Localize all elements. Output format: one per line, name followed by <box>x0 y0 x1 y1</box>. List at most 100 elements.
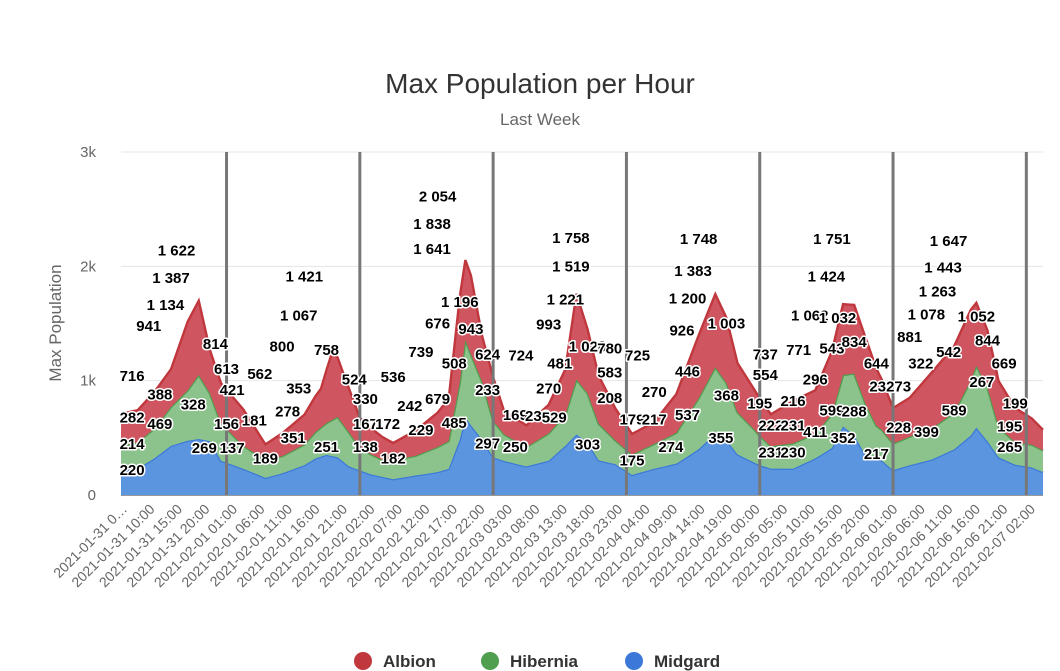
data-label-midgard: 175 <box>619 453 644 470</box>
data-label-albion: 834 <box>842 334 868 351</box>
data-label-hibernia: 239 <box>525 408 550 425</box>
data-label-albion: 669 <box>992 356 1017 373</box>
y-axis-label: Max Population <box>46 264 65 381</box>
data-label-hibernia: 679 <box>425 391 450 408</box>
data-label-midgard: 217 <box>864 446 889 463</box>
data-label-hibernia: 508 <box>442 356 467 373</box>
data-label-albion: 1 263 <box>919 283 957 300</box>
data-label-albion: 1 838 <box>413 216 451 233</box>
legend-marker-midgard <box>625 652 643 670</box>
day-dividers <box>225 152 1028 495</box>
data-label-midgard: 529 <box>542 409 567 426</box>
data-label-albion: 1 443 <box>924 259 962 276</box>
data-label-hibernia: 216 <box>781 393 806 410</box>
legend: Albion Hibernia Midgard <box>354 652 720 671</box>
data-label-hibernia: 233 <box>869 378 894 395</box>
y-tick-label: 3k <box>80 144 96 161</box>
data-label-hibernia: 217 <box>642 412 667 429</box>
data-label-albion: 1 758 <box>552 230 590 247</box>
data-label-midgard: 220 <box>120 462 145 479</box>
data-label-hibernia: 179 <box>619 412 644 429</box>
data-label-albion: 737 <box>753 346 778 363</box>
data-label-albion: 800 <box>270 338 295 355</box>
data-label-albion: 780 <box>597 341 622 358</box>
data-label-albion: 1 062 <box>791 307 829 324</box>
data-label-hibernia: 229 <box>408 422 433 439</box>
data-label-hibernia: 242 <box>397 398 422 415</box>
area-hibernia <box>121 340 1043 480</box>
data-label-hibernia: 208 <box>597 390 622 407</box>
data-label-albion: 844 <box>975 333 1001 350</box>
chart-subtitle: Last Week <box>500 110 581 129</box>
data-label-albion: 1 196 <box>441 294 479 311</box>
data-label-hibernia: 156 <box>214 416 239 433</box>
data-label-albion: 941 <box>136 318 161 335</box>
legend-marker-hibernia <box>481 652 499 670</box>
legend-label-albion: Albion <box>383 652 436 671</box>
data-label-albion: 943 <box>458 321 483 338</box>
data-label-albion: 1 032 <box>819 310 857 327</box>
data-label-hibernia: 481 <box>547 356 572 373</box>
data-label-hibernia: 199 <box>1003 396 1028 413</box>
data-label-midgard: 485 <box>442 415 467 432</box>
data-label-hibernia: 288 <box>842 404 867 421</box>
data-label-midgard: 138 <box>353 439 378 456</box>
data-label-midgard: 351 <box>281 430 306 447</box>
chart-title: Max Population per Hour <box>385 68 695 99</box>
data-label-albion: 1 003 <box>708 316 746 333</box>
data-label-hibernia: 542 <box>936 344 961 361</box>
data-label-midgard: 274 <box>658 439 684 456</box>
data-label-albion: 1 221 <box>547 291 585 308</box>
data-label-albion: 926 <box>669 322 694 339</box>
data-label-albion: 644 <box>864 356 890 373</box>
data-label-albion: 554 <box>753 367 779 384</box>
data-label-albion: 1 748 <box>680 231 718 248</box>
data-label-midgard: 251 <box>314 439 339 456</box>
data-label-hibernia: 222 <box>758 417 783 434</box>
data-label-albion: 330 <box>353 391 378 408</box>
data-label-hibernia: 328 <box>181 397 206 414</box>
data-label-hibernia: 270 <box>536 381 561 398</box>
line-albion <box>120 259 1044 447</box>
data-label-hibernia: 446 <box>675 364 700 381</box>
data-label-albion: 725 <box>625 348 650 365</box>
data-labels: 220 214 282 716 469 388 941 1 134 1 387 1 622 328 2… <box>118 187 1029 480</box>
data-label-albion: 1 383 <box>674 263 712 280</box>
data-label-hibernia: 469 <box>147 416 172 433</box>
data-label-midgard: 137 <box>220 440 245 457</box>
data-label-hibernia: 231 <box>781 417 806 434</box>
data-label-albion: 814 <box>203 336 229 353</box>
data-label-albion: 771 <box>786 342 811 359</box>
data-label-midgard: 265 <box>997 439 1022 456</box>
data-label-hibernia: 228 <box>886 420 911 437</box>
data-label-midgard: 411 <box>803 424 827 441</box>
data-label-albion: 1 134 <box>147 297 185 314</box>
data-label-albion: 1 067 <box>280 307 318 324</box>
data-label-hibernia: 214 <box>120 436 146 453</box>
data-label-midgard: 250 <box>503 439 528 456</box>
data-label-albion: 562 <box>247 366 272 383</box>
data-label-hibernia: 195 <box>997 418 1022 435</box>
data-label-albion: 1 622 <box>158 242 196 259</box>
data-label-albion: 1 641 <box>413 241 451 258</box>
data-label-albion: 1 028 <box>569 338 607 355</box>
data-label-midgard: 352 <box>831 430 856 447</box>
data-label-albion: 1 421 <box>286 269 324 286</box>
data-label-midgard: 297 <box>475 436 500 453</box>
data-label-midgard: 182 <box>381 450 406 467</box>
data-label-albion: 881 <box>897 329 922 346</box>
data-label-albion: 613 <box>214 361 239 378</box>
data-label-midgard: 230 <box>781 445 806 462</box>
data-label-albion: 739 <box>408 344 433 361</box>
data-label-midgard: 399 <box>914 424 939 441</box>
data-label-albion: 536 <box>381 369 406 386</box>
data-label-albion: 758 <box>314 342 339 359</box>
data-label-hibernia: 169 <box>503 407 528 424</box>
data-label-hibernia: 267 <box>969 374 994 391</box>
data-label-hibernia: 167 <box>353 416 378 433</box>
data-label-midgard: 231 <box>758 445 783 462</box>
data-label-hibernia: 233 <box>475 382 500 399</box>
data-label-midgard: 269 <box>192 440 217 457</box>
